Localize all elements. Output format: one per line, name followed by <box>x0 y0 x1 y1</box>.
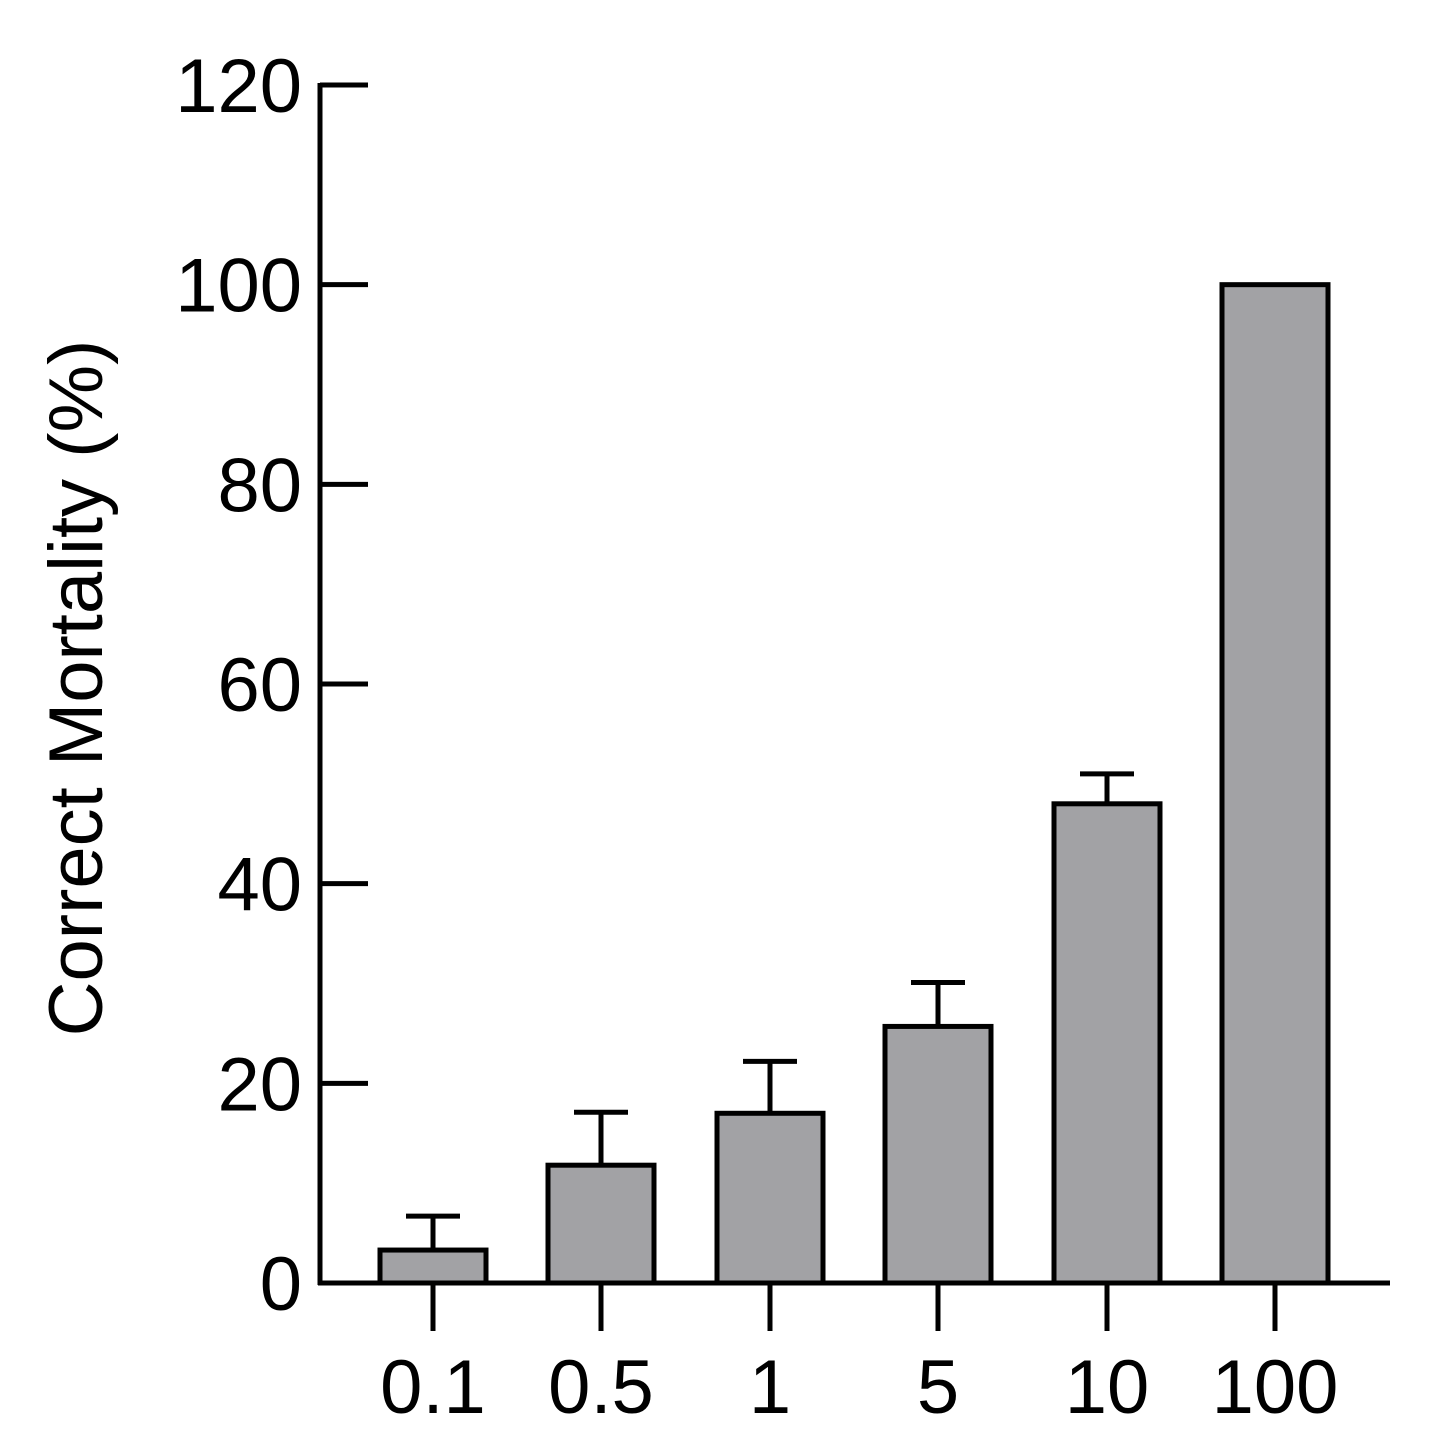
x-tick-label: 0.1 <box>380 1345 486 1430</box>
bar-10 <box>1051 801 1163 1286</box>
y-tick-label: 40 <box>217 843 302 928</box>
y-axis-ticks: 0 20 40 60 80 100 120 <box>175 44 368 1327</box>
y-axis-label-group: Correct Mortality (%) <box>34 340 119 1037</box>
x-tick-label: 1 <box>749 1345 791 1430</box>
error-bars <box>406 771 1134 1251</box>
bar-100 <box>1219 282 1331 1286</box>
y-axis-label: Correct Mortality (%) <box>34 340 119 1037</box>
x-tick-label: 5 <box>917 1345 959 1430</box>
bar-1 <box>714 1110 826 1286</box>
x-axis-ticks: 0.1 0.5 1 5 10 100 <box>380 1283 1338 1430</box>
y-tick-label: 60 <box>217 643 302 728</box>
x-tick-label: 10 <box>1065 1345 1150 1430</box>
x-tick-label: 0.5 <box>548 1345 654 1430</box>
y-tick-label: 0 <box>260 1242 302 1327</box>
x-tick-label: 100 <box>1212 1345 1339 1430</box>
bar-0.1 <box>377 1247 489 1286</box>
y-tick-label: 120 <box>175 44 302 129</box>
bar-5 <box>882 1023 994 1286</box>
y-tick-label: 100 <box>175 244 302 329</box>
y-tick-label: 80 <box>217 443 302 528</box>
bar-0.5 <box>545 1162 657 1286</box>
bars <box>377 282 1331 1286</box>
y-tick-label: 20 <box>217 1042 302 1127</box>
